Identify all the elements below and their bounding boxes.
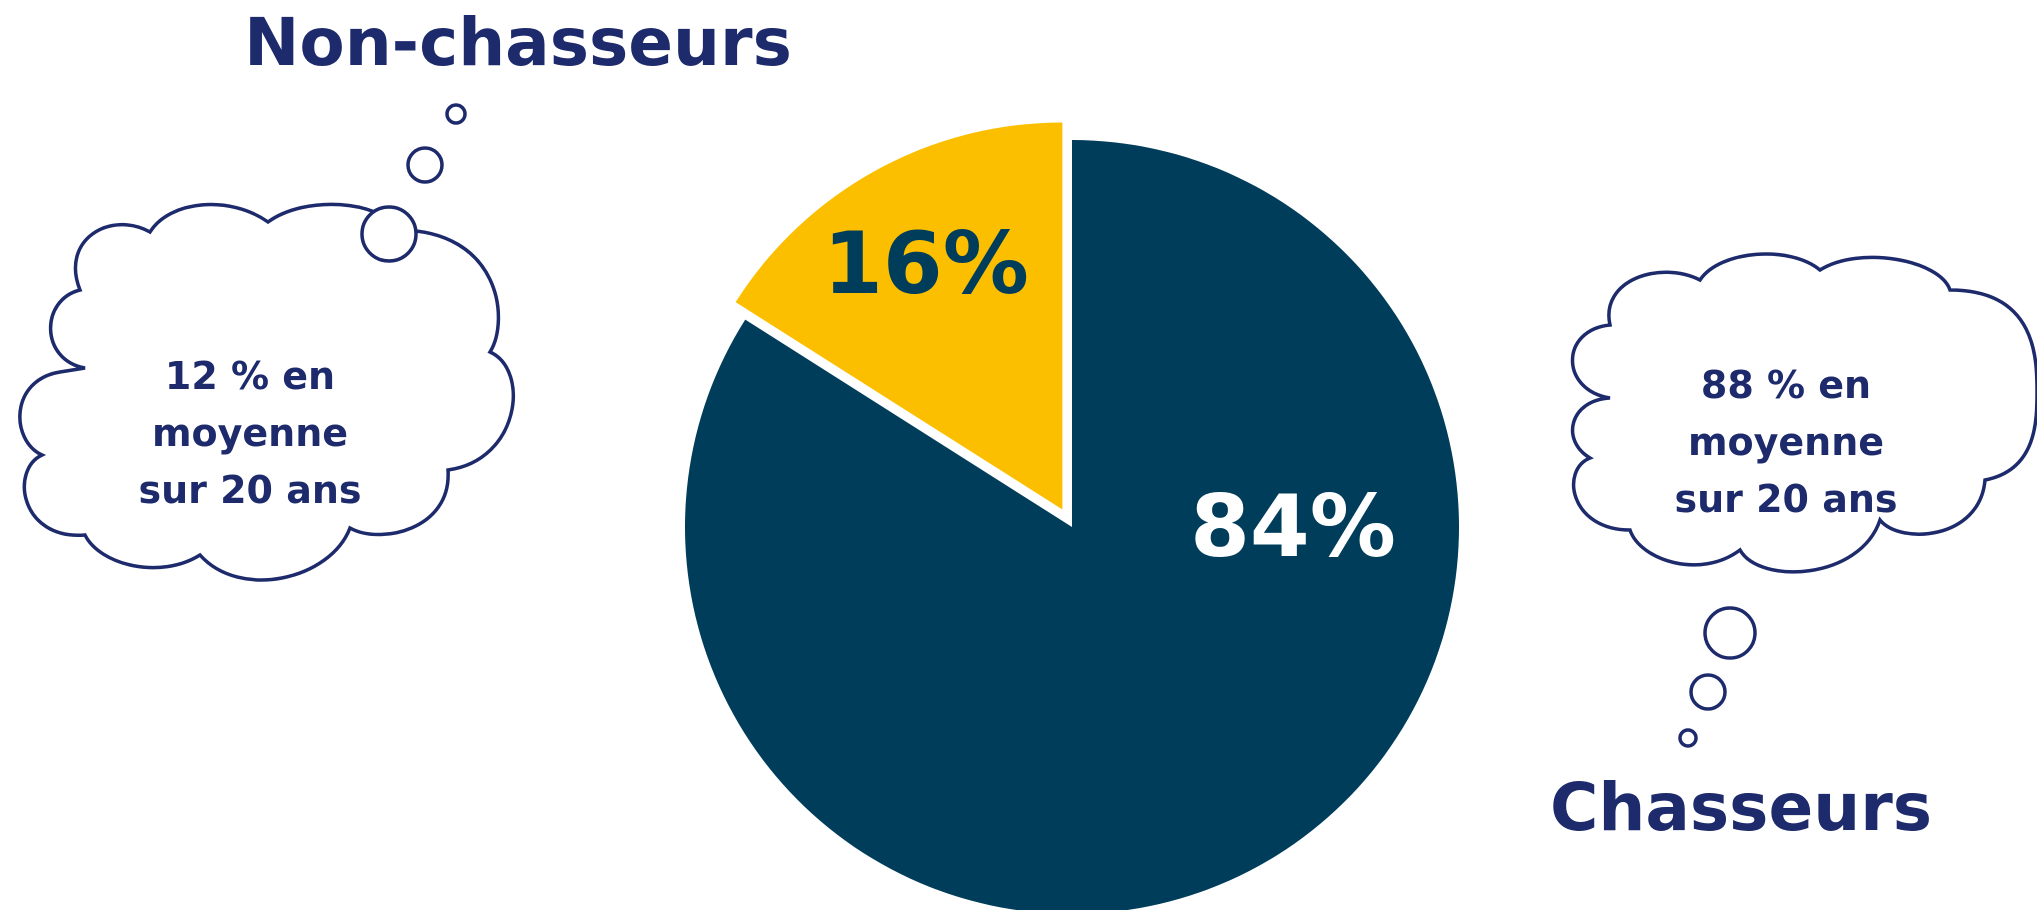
thought-cloud-left — [18, 103, 515, 582]
thought-bubble-medium — [406, 146, 444, 184]
annotation-left-line-3: sur 20 ans — [138, 468, 361, 512]
cloud-shape — [18, 202, 515, 582]
annotation-right-line-1: 88 % en — [1701, 363, 1871, 407]
annotation-right-line-2: moyenne — [1688, 420, 1884, 464]
slice-label-chasseurs: 84% — [1190, 477, 1396, 577]
thought-bubble-large — [1703, 606, 1757, 660]
category-label-non-chasseurs: Non-chasseurs — [244, 4, 792, 81]
annotation-left-line-1: 12 % en — [165, 354, 335, 398]
annotation-left-line-2: moyenne — [152, 411, 348, 455]
thought-bubble-medium — [1689, 673, 1727, 711]
category-label-chasseurs: Chasseurs — [1550, 769, 1932, 846]
cloud-shape — [1570, 252, 2037, 574]
slice-label-non-chasseurs: 16% — [823, 214, 1029, 314]
annotation-right-line-3: sur 20 ans — [1674, 477, 1897, 521]
thought-cloud-right — [1570, 252, 2037, 748]
thought-bubble-small — [445, 103, 467, 125]
thought-bubble-small — [1678, 728, 1698, 748]
pie-slice-non-chasseurs — [735, 122, 1063, 510]
pie-slice-chasseurs — [685, 140, 1459, 910]
thought-bubble-large — [360, 205, 418, 263]
